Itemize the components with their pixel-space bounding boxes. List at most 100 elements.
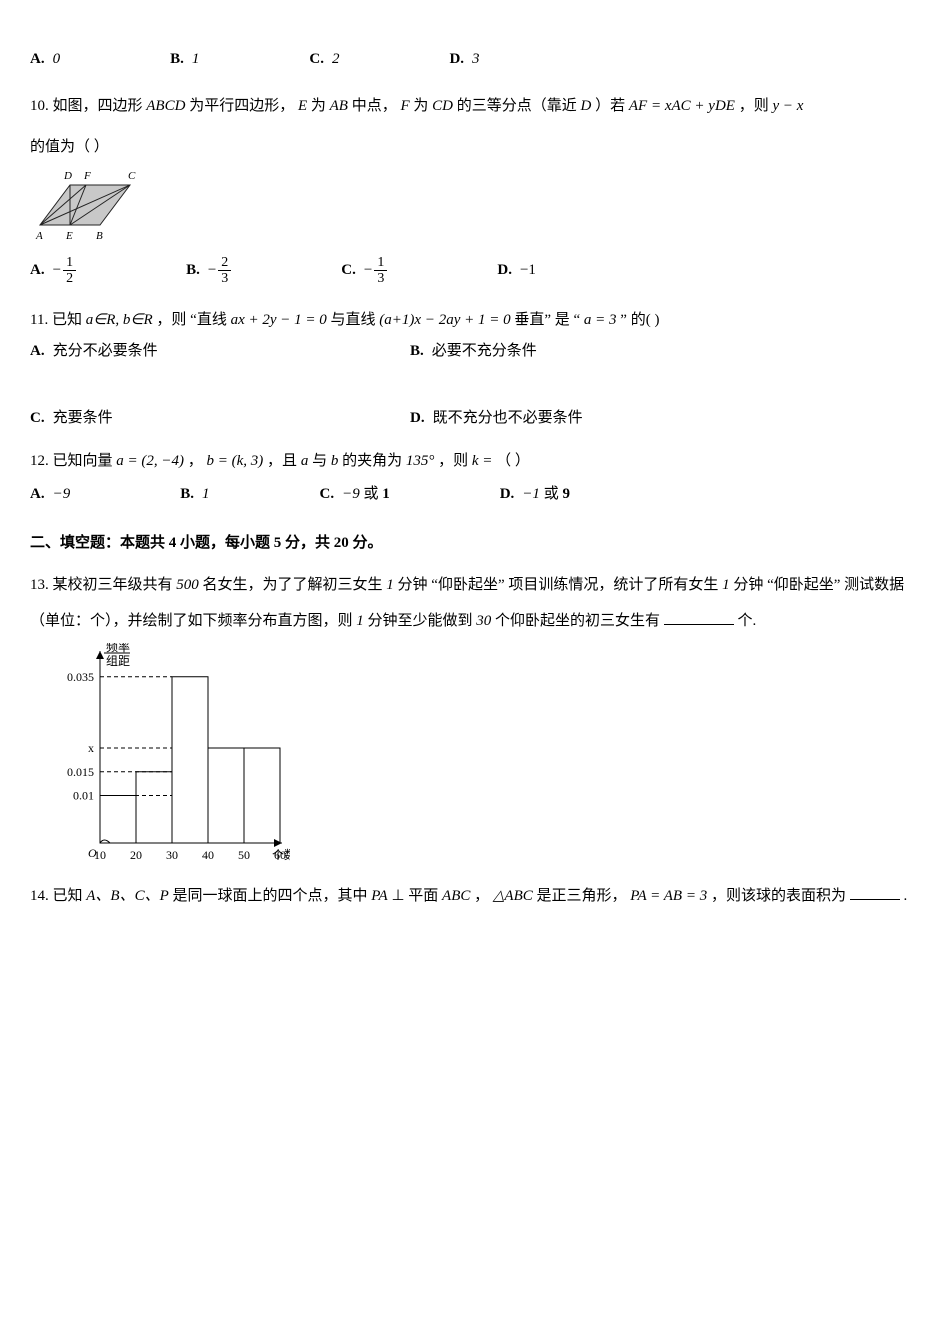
text: ，且 (267, 453, 297, 469)
q14-blank (850, 885, 900, 900)
q13-n: 500 (176, 577, 199, 593)
opt-val: −9 或 1 (342, 481, 390, 508)
opt-label: B. (410, 338, 424, 365)
text: 的三等分点（靠近 (457, 98, 577, 114)
opt-val: 2 (332, 46, 340, 73)
svg-text:0.01: 0.01 (73, 788, 94, 802)
text: 14. 已知 (30, 888, 83, 904)
opt-val: 充分不必要条件 (53, 338, 158, 365)
q11-eq2: (a+1)x − 2ay + 1 = 0 (379, 312, 510, 328)
q10-yx: y − x (772, 98, 803, 114)
text: 11. 已知 (30, 312, 82, 328)
q13-1a: 1 (386, 577, 394, 593)
q13-blank (664, 610, 734, 625)
pt-B: B (96, 230, 103, 242)
svg-text:30: 30 (166, 848, 178, 862)
q13-stem: 13. 某校初三年级共有 500 名女生，为了了解初三女生 1 分钟 “仰卧起坐… (30, 567, 920, 639)
svg-text:40: 40 (202, 848, 214, 862)
svg-text:50: 50 (238, 848, 250, 862)
q14-tri: △ABC (493, 888, 533, 904)
q12-vec-a: a = (2, −4) (116, 453, 184, 469)
q12-opt-b: B.1 (180, 481, 209, 508)
q10-stem: 10. 如图，四边形 ABCD 为平行四边形， E 为 AB 中点， F 为 C… (30, 93, 920, 161)
q10-F: F (400, 98, 409, 114)
q11-opt-d: D.既不充分也不必要条件 (410, 405, 610, 432)
text: 的值为（ ） (30, 134, 920, 161)
text: ，则 (739, 98, 769, 114)
text: 与 (312, 453, 327, 469)
svg-text:O: O (88, 846, 97, 860)
opt-label: C. (309, 46, 324, 73)
text: ” 的( ) (620, 312, 659, 328)
q12-b: b (331, 453, 339, 469)
q11-opt-a: A. 充分不必要条件 (30, 338, 230, 365)
q10-abcd: ABCD (146, 98, 185, 114)
q12-options: A.−9 B.1 C.−9 或 1 D.−1 或 9 (30, 481, 920, 508)
pt-A: A (35, 230, 43, 242)
opt-val: 3 (472, 46, 480, 73)
q9-opt-a: A.0 (30, 46, 60, 73)
opt-val: 1 (192, 46, 200, 73)
q10-opt-c: C. −13 (341, 255, 387, 287)
opt-val: −1 或 9 (522, 481, 570, 508)
q11-options: A.充分不必要条件 B.必要不充分条件 C.充要条件 D.既不充分也不必要条件 (30, 338, 920, 432)
opt-val: 充要条件 (53, 405, 113, 432)
text: 是同一球面上的四个点，其中 (173, 888, 368, 904)
opt-label: D. (449, 46, 464, 73)
text: 为平行四边形， (189, 98, 294, 114)
q13-histogram: 频率组距0.035x0.0150.01102030405060O个数 (30, 643, 290, 873)
pt-E: E (65, 230, 73, 242)
opt-val: −1 (520, 257, 536, 284)
pt-D: D (63, 170, 72, 182)
section-2-heading: 二、填空题：本题共 4 小题，每小题 5 分，共 20 分。 (30, 530, 920, 557)
opt-label: C. (341, 257, 356, 284)
text: . (903, 888, 907, 904)
text: 为 (311, 98, 326, 114)
q13-30: 30 (476, 613, 491, 629)
opt-label: D. (500, 481, 515, 508)
q12-vec-b: b = (k, 3) (207, 453, 264, 469)
text: 名女生，为了了解初三女生 (203, 577, 383, 593)
q12-stem: 12. 已知向量 a = (2, −4) ， b = (k, 3) ，且 a 与… (30, 448, 920, 475)
svg-text:频率: 频率 (106, 643, 130, 654)
q10-opt-b: B. −23 (186, 255, 231, 287)
text: 是正三角形， (537, 888, 627, 904)
opt-label: A. (30, 46, 45, 73)
text: ， (188, 453, 203, 469)
text: ）若 (595, 98, 625, 114)
q11-opt-c: C.充要条件 (30, 405, 230, 432)
text: 平面 (408, 888, 438, 904)
q14-abcp: A、B、C、P (86, 888, 169, 904)
q11-eq3: a = 3 (584, 312, 617, 328)
text: ，则 “直线 (156, 312, 226, 328)
svg-text:0.015: 0.015 (67, 765, 94, 779)
q10-eq: AF = xAC + yDE (629, 98, 735, 114)
q14-pa: PA (371, 888, 387, 904)
text: ， (474, 888, 489, 904)
q10-options: A. −12 B. −23 C. −13 D. −1 (30, 255, 920, 287)
text: 为 (413, 98, 428, 114)
opt-label: D. (497, 257, 512, 284)
q13-1c: 1 (356, 613, 364, 629)
q11-eq1: ax + 2y − 1 = 0 (231, 312, 327, 328)
svg-text:个数: 个数 (272, 847, 290, 862)
q10-opt-a: A. −12 (30, 255, 76, 287)
q12-opt-d: D. −1 或 9 (500, 481, 570, 508)
text: 12. 已知向量 (30, 453, 113, 469)
text: 的夹角为 (342, 453, 402, 469)
q10-E: E (298, 98, 307, 114)
opt-label: A. (30, 338, 45, 365)
text: 10. 如图，四边形 (30, 98, 143, 114)
text: 垂直” 是 “ (514, 312, 580, 328)
opt-label: C. (319, 481, 334, 508)
svg-text:0.035: 0.035 (67, 670, 94, 684)
svg-text:20: 20 (130, 848, 142, 862)
q10-opt-d: D. −1 (497, 255, 536, 287)
text: 中点， (352, 98, 397, 114)
svg-text:x: x (88, 741, 94, 755)
q12-opt-c: C. −9 或 1 (319, 481, 389, 508)
text: （ ） (496, 453, 530, 469)
opt-label: B. (170, 46, 184, 73)
opt-val: −23 (208, 255, 231, 287)
text: ，则 (438, 453, 468, 469)
